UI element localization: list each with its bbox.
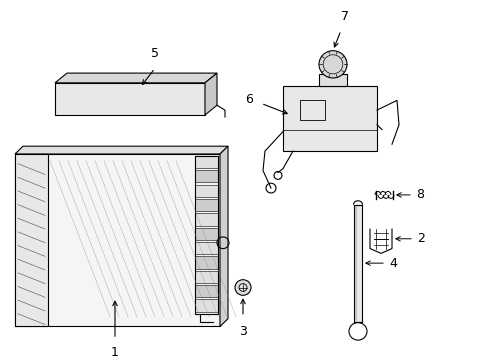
- Polygon shape: [195, 213, 218, 226]
- Polygon shape: [195, 285, 218, 297]
- Polygon shape: [15, 146, 227, 154]
- Polygon shape: [195, 228, 218, 240]
- Polygon shape: [353, 205, 361, 321]
- Polygon shape: [195, 170, 218, 183]
- Polygon shape: [195, 199, 218, 211]
- Polygon shape: [204, 73, 217, 115]
- Polygon shape: [195, 300, 218, 312]
- Text: 4: 4: [388, 257, 396, 270]
- Circle shape: [318, 51, 346, 78]
- Polygon shape: [195, 242, 218, 254]
- Polygon shape: [195, 156, 218, 168]
- Polygon shape: [195, 271, 218, 283]
- Text: 7: 7: [340, 10, 348, 23]
- Text: 6: 6: [244, 93, 252, 106]
- Polygon shape: [15, 154, 220, 327]
- Polygon shape: [195, 185, 218, 197]
- Circle shape: [235, 280, 250, 295]
- Text: 3: 3: [239, 324, 246, 338]
- Polygon shape: [220, 146, 227, 327]
- Text: 8: 8: [415, 188, 423, 201]
- Polygon shape: [283, 86, 376, 151]
- Text: 1: 1: [111, 346, 119, 359]
- Text: 5: 5: [151, 48, 159, 60]
- Polygon shape: [318, 74, 346, 86]
- Polygon shape: [55, 83, 204, 115]
- Polygon shape: [15, 154, 48, 327]
- Text: 2: 2: [416, 232, 424, 245]
- Polygon shape: [195, 256, 218, 269]
- Polygon shape: [55, 73, 217, 83]
